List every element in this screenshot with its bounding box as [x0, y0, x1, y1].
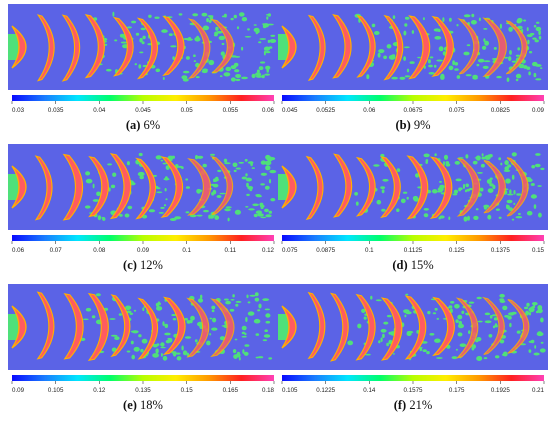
colorbar-tick-label: 0.06 [12, 247, 25, 254]
colorbar-tick-label: 0.1 [182, 247, 191, 254]
colorbar-tick-label: 0.1375 [491, 247, 510, 254]
colorbar-tick-label: 0.15 [181, 387, 194, 394]
nozzle-region [8, 305, 27, 349]
caption-c: (c) 12% [8, 258, 278, 273]
nozzle-region [278, 165, 297, 209]
contour-field-f [278, 284, 548, 370]
panel-c: 0.06 0.07 0.08 0.09 0.1 0.11 0.12 (c) 12% [8, 144, 278, 284]
colorbar-tick-label: 0.05 [181, 107, 194, 114]
colorbar-tick-label: 0.105 [282, 387, 298, 394]
colorbar-tick-label: 0.1 [365, 247, 374, 254]
colorbar-d: 0.075 0.0875 0.1 0.1125 0.125 0.1375 0.15 [281, 235, 545, 254]
caption-value-a: 6% [143, 118, 161, 132]
panel-b: 0.045 0.0525 0.06 0.0675 0.075 0.0825 0.09 (b)… [278, 4, 548, 144]
caption-a: (a) 6% [8, 118, 278, 133]
caption-label-e: (e) [123, 398, 137, 412]
panel-f: 0.105 0.1225 0.14 0.1575 0.175 0.1925 0.21 (f)… [278, 284, 548, 424]
caption-d: (d) 15% [278, 258, 548, 273]
field-background [278, 284, 548, 370]
contour-field-b [278, 4, 548, 90]
colorbar-tick-label: 0.175 [449, 387, 465, 394]
nozzle-region [278, 305, 297, 349]
colorbar-gradient [282, 95, 544, 101]
colorbar-tick-label: 0.075 [282, 247, 298, 254]
caption-b: (b) 9% [278, 118, 548, 133]
colorbar-c: 0.06 0.07 0.08 0.09 0.1 0.11 0.12 [11, 235, 275, 254]
colorbar-tick-label: 0.18 [262, 387, 275, 394]
caption-label-c: (c) [123, 258, 137, 272]
colorbar-tick-label: 0.0825 [491, 107, 510, 114]
contour-field-d [278, 144, 548, 230]
colorbar-gradient [12, 375, 274, 381]
colorbar-tick-label: 0.0675 [404, 107, 423, 114]
ring-layer [36, 291, 235, 362]
nozzle-region [8, 25, 27, 69]
ring-layer [307, 291, 530, 362]
colorbar-tick-label: 0.1925 [491, 387, 510, 394]
caption-label-b: (b) [395, 118, 411, 132]
caption-e: (e) 18% [8, 398, 278, 413]
caption-value-b: 9% [413, 118, 431, 132]
caption-value-d: 15% [410, 258, 434, 272]
caption-label-a: (a) [125, 118, 141, 132]
panel-d: 0.075 0.0875 0.1 0.1125 0.125 0.1375 0.15 (d) … [278, 144, 548, 284]
colorbar-gradient [282, 235, 544, 241]
panel-a: 0.03 0.035 0.04 0.045 0.05 0.055 0.06 (a) 6% [8, 4, 278, 144]
caption-f: (f) 21% [278, 398, 548, 413]
colorbar-tick-label: 0.1575 [404, 387, 423, 394]
caption-label-f: (f) [393, 398, 407, 412]
colorbar-tick-label: 0.0875 [316, 247, 335, 254]
colorbar-gradient [282, 375, 544, 381]
colorbar-a: 0.03 0.035 0.04 0.045 0.05 0.055 0.06 [11, 95, 275, 114]
colorbar-tick-label: 0.04 [93, 107, 106, 114]
colorbar-tick-label: 0.06 [363, 107, 376, 114]
colorbar-gradient [12, 95, 274, 101]
colorbar-tick-label: 0.045 [282, 107, 298, 114]
ring-layer [34, 153, 234, 221]
colorbar-tick-label: 0.055 [223, 107, 239, 114]
nozzle-region [8, 165, 27, 209]
contour-field-c [8, 144, 278, 230]
colorbar-tick-label: 0.21 [532, 387, 545, 394]
colorbar-e: 0.09 0.105 0.12 0.135 0.15 0.165 0.18 [11, 375, 275, 394]
caption-label-d: (d) [392, 258, 408, 272]
colorbar-gradient [12, 235, 274, 241]
colorbar-tick-label: 0.09 [532, 107, 545, 114]
colorbar-tick-label: 0.08 [93, 247, 106, 254]
ring-layer [36, 14, 235, 82]
colorbar-tick-label: 0.0525 [316, 107, 335, 114]
contour-field-e [8, 284, 278, 370]
colorbar-tick-label: 0.105 [48, 387, 64, 394]
colorbar-tick-label: 0.045 [135, 107, 151, 114]
colorbar-tick-label: 0.1125 [404, 247, 423, 254]
nozzle-region [278, 25, 297, 69]
colorbar-tick-label: 0.07 [50, 247, 63, 254]
colorbar-tick-label: 0.135 [135, 387, 151, 394]
contour-field-a [8, 4, 278, 90]
panel-e: 0.09 0.105 0.12 0.135 0.15 0.165 0.18 (e) 18% [8, 284, 278, 424]
colorbar-tick-label: 0.12 [262, 247, 275, 254]
colorbar-tick-label: 0.14 [363, 387, 376, 394]
colorbar-f: 0.105 0.1225 0.14 0.1575 0.175 0.1925 0.21 [281, 375, 545, 394]
colorbar-b: 0.045 0.0525 0.06 0.0675 0.075 0.0825 0.09 [281, 95, 545, 114]
caption-value-f: 21% [409, 398, 433, 412]
colorbar-tick-label: 0.06 [262, 107, 275, 114]
ring-layer [307, 14, 528, 81]
colorbar-tick-label: 0.1225 [316, 387, 335, 394]
caption-value-e: 18% [140, 398, 163, 412]
colorbar-tick-label: 0.035 [48, 107, 64, 114]
colorbar-tick-label: 0.15 [532, 247, 545, 254]
colorbar-tick-label: 0.09 [12, 387, 25, 394]
caption-value-c: 12% [140, 258, 163, 272]
colorbar-tick-label: 0.075 [449, 107, 465, 114]
colorbar-tick-label: 0.12 [93, 387, 106, 394]
colorbar-tick-label: 0.125 [449, 247, 465, 254]
turbulence-layer [77, 292, 273, 361]
colorbar-tick-label: 0.09 [137, 247, 150, 254]
colorbar-tick-label: 0.165 [223, 387, 239, 394]
colorbar-tick-label: 0.11 [225, 247, 237, 254]
ring-layer [305, 153, 529, 221]
colorbar-tick-label: 0.03 [12, 107, 25, 114]
